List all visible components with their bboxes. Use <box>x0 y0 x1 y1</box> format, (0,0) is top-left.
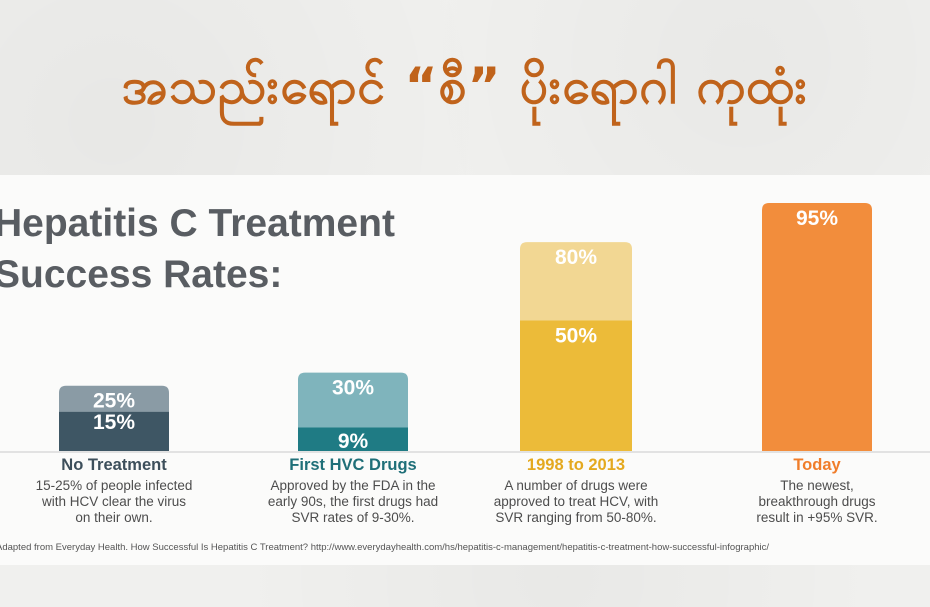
desc-line: SVR rates of 9-30%. <box>291 510 415 525</box>
desc-line: with HCV clear the virus <box>41 494 187 509</box>
desc-line: result in +95% SVR. <box>756 510 878 525</box>
desc-line: breakthrough drugs <box>758 494 876 509</box>
desc-line: approved to treat HCV, with <box>493 494 659 509</box>
bar-no-treatment-high-label: 25% <box>93 390 135 413</box>
desc-line: A number of drugs were <box>504 478 648 493</box>
bar-first-drugs-upper-segment <box>298 372 408 429</box>
bar-first-drugs-high-label: 30% <box>332 377 374 400</box>
bar-1998-2013-upper-segment <box>520 242 632 322</box>
chart-title: Hepatitis C Treatment Success Rates: <box>0 198 395 300</box>
desc-line: 15-25% of people infected <box>35 478 193 493</box>
bar-1998-2013-low-label: 50% <box>555 324 597 347</box>
chart-title-line-2: Success Rates: <box>0 253 283 296</box>
source-citation: Adapted from Everyday Health. How Succes… <box>0 542 770 553</box>
bar-no-treatment-low-label: 15% <box>93 411 135 434</box>
bar-no-treatment-upper-segment <box>59 385 169 413</box>
bar-no-treatment-lower-segment <box>59 411 169 451</box>
desc-line: early 90s, the first drugs had <box>267 494 439 509</box>
category-desc-no-treatment: 15-25% of people infected with HCV clear… <box>4 478 224 526</box>
desc-line: SVR ranging from 50-80%. <box>495 510 657 525</box>
bar-today-value-label: 95% <box>796 207 838 230</box>
category-desc-1998-2013: A number of drugs were approved to treat… <box>466 478 686 526</box>
desc-line: Approved by the FDA in the <box>270 478 436 493</box>
category-desc-today: The newest, breakthrough drugs result in… <box>707 478 927 526</box>
headline-title: အသည်းရောင် “စီ” ပိုးရောဂါ ကုထုံး <box>121 57 809 115</box>
bar-first-drugs-lower-segment <box>298 427 408 451</box>
category-title-no-treatment: No Treatment <box>61 456 167 474</box>
category-title-1998-2013: 1998 to 2013 <box>526 456 626 474</box>
category-desc-first-drugs: Approved by the FDA in the early 90s, th… <box>243 478 463 526</box>
chart-title-line-1: Hepatitis C Treatment <box>0 202 395 245</box>
category-title-first-drugs: First HVC Drugs <box>289 456 417 474</box>
bar-1998-2013-lower-segment <box>520 320 632 451</box>
category-title-today: Today <box>793 456 841 474</box>
bar-1998-2013-high-label: 80% <box>555 246 597 269</box>
bar-today <box>762 203 872 451</box>
desc-line: The newest, <box>780 478 854 493</box>
desc-line: on their own. <box>75 510 153 525</box>
bar-first-drugs-low-label: 9% <box>338 430 369 453</box>
